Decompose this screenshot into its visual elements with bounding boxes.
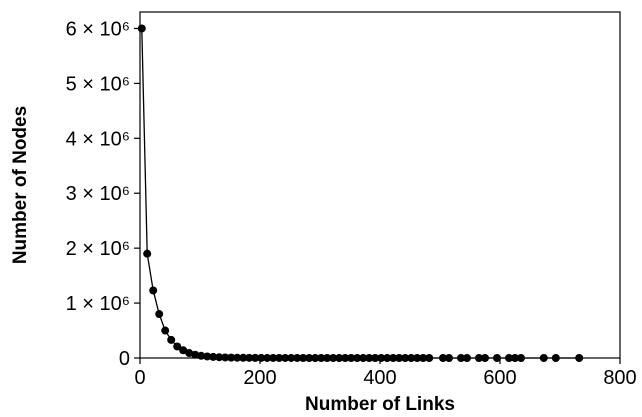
data-point <box>377 354 386 362</box>
data-point <box>383 354 392 362</box>
data-point <box>179 346 188 355</box>
data-point <box>221 353 230 362</box>
data-point <box>287 353 296 362</box>
data-point <box>215 353 224 362</box>
x-tick-label: 200 <box>243 367 276 389</box>
x-axis-ticks: 0 200 400 600 800 <box>134 358 637 389</box>
data-point <box>173 342 182 351</box>
data-point <box>371 354 380 362</box>
y-tick-label: 0 <box>119 348 130 370</box>
x-tick-label: 0 <box>134 367 145 389</box>
data-point <box>539 354 548 362</box>
data-point <box>517 354 525 362</box>
data-point <box>575 354 584 362</box>
data-point <box>257 353 266 362</box>
data-point <box>281 353 290 362</box>
data-point <box>209 352 218 361</box>
data-point <box>251 353 260 362</box>
y-axis-title: Number of Nodes <box>10 106 31 264</box>
data-point <box>233 353 242 362</box>
data-point <box>329 354 338 362</box>
data-point <box>493 354 501 362</box>
data-point <box>389 354 398 362</box>
data-point <box>227 353 236 362</box>
data-point <box>475 354 483 362</box>
x-tick-label: 800 <box>603 367 636 389</box>
data-point <box>185 349 194 358</box>
y-axis-ticks: 0 1 × 10⁶ 2 × 10⁶ 3 × 10⁶ 4 × 10⁶ 5 × 10⁶ 6 × … <box>66 18 140 370</box>
data-point <box>445 354 453 362</box>
data-point <box>481 354 489 362</box>
data-point <box>161 326 170 335</box>
series-line <box>141 28 580 359</box>
data-point <box>353 354 362 362</box>
y-tick-label: 6 × 10⁶ <box>66 18 130 40</box>
data-point <box>511 354 519 362</box>
data-point <box>143 249 152 258</box>
data-point <box>505 354 513 362</box>
data-point <box>311 353 320 362</box>
data-point <box>341 354 350 362</box>
data-point <box>365 354 374 362</box>
x-tick-label: 600 <box>483 367 516 389</box>
data-point <box>197 351 206 360</box>
data-point <box>137 24 146 33</box>
data-point <box>317 353 326 362</box>
data-point <box>263 353 272 362</box>
data-point <box>149 286 158 295</box>
data-point <box>413 354 422 362</box>
x-tick-label: 400 <box>363 367 396 389</box>
data-point <box>167 335 176 344</box>
y-tick-label: 1 × 10⁶ <box>66 293 130 315</box>
data-point <box>275 353 284 362</box>
data-point <box>191 350 200 359</box>
data-point <box>347 354 356 362</box>
y-tick-label: 4 × 10⁶ <box>66 128 130 150</box>
data-point <box>457 354 465 362</box>
data-point <box>463 354 471 362</box>
data-point <box>299 353 308 362</box>
data-point <box>359 354 368 362</box>
data-point <box>323 353 332 362</box>
data-point <box>551 354 560 362</box>
data-point <box>293 353 302 362</box>
data-point <box>395 354 404 362</box>
y-tick-label: 3 × 10⁶ <box>66 183 130 205</box>
y-tick-label: 2 × 10⁶ <box>66 238 130 260</box>
data-point <box>203 352 212 361</box>
data-point <box>245 353 254 362</box>
data-point <box>439 354 447 362</box>
data-point <box>407 354 416 362</box>
data-point <box>305 353 314 362</box>
data-point <box>155 310 164 319</box>
data-point <box>239 353 248 362</box>
data-point <box>425 354 434 362</box>
data-point <box>419 354 428 362</box>
data-point <box>401 354 410 362</box>
data-points <box>137 24 584 362</box>
data-point <box>269 353 278 362</box>
x-axis-title: Number of Links <box>305 394 455 415</box>
data-point <box>335 354 344 362</box>
plot-area-frame <box>139 11 621 359</box>
y-tick-label: 5 × 10⁶ <box>66 73 130 95</box>
